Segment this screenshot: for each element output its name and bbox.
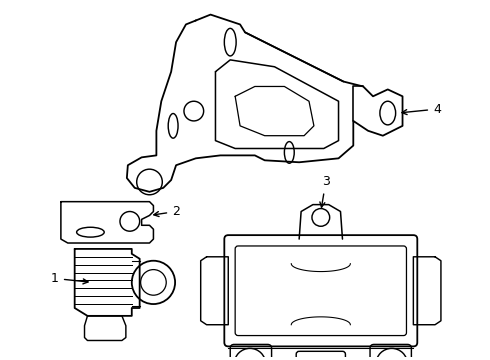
Text: 4: 4: [402, 103, 441, 116]
Text: 2: 2: [154, 205, 180, 218]
Text: 1: 1: [51, 272, 88, 285]
Text: 3: 3: [320, 175, 330, 207]
